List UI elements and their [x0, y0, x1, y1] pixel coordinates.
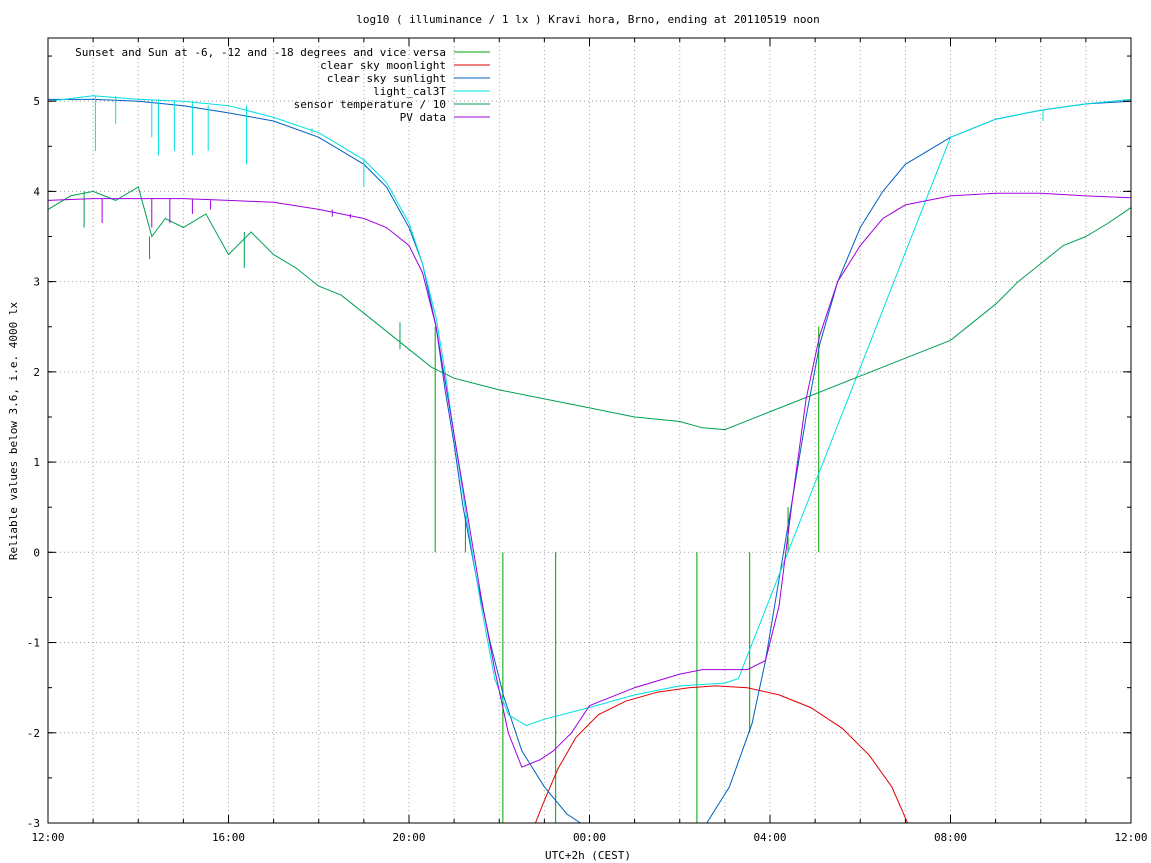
x-axis-label: UTC+2h (CEST) — [545, 849, 631, 862]
series-line — [48, 187, 1131, 430]
y-tick-label: 2 — [33, 366, 40, 379]
series-0 — [435, 327, 819, 823]
x-tick-label: 04:00 — [753, 831, 786, 844]
y-tick-label: 5 — [33, 95, 40, 108]
legend-label: Sunset and Sun at -6, -12 and -18 degree… — [75, 46, 446, 59]
y-tick-label: -2 — [27, 727, 40, 740]
x-tick-label: 12:00 — [31, 831, 64, 844]
legend-label: clear sky moonlight — [320, 59, 446, 72]
y-tick-label: 1 — [33, 456, 40, 469]
axes: 12:00 16:00 20:00 00:00 04:00 08:00 12:00 5 4 3 2 1… — [27, 38, 1148, 844]
series-line — [48, 99, 581, 823]
series-line — [48, 193, 1131, 767]
x-tick-label: 08:00 — [934, 831, 967, 844]
legend-label: PV data — [400, 111, 446, 124]
y-tick-label: 4 — [33, 185, 40, 198]
legend-label: clear sky sunlight — [327, 72, 446, 85]
y-tick-label: 0 — [33, 546, 40, 559]
y-tick-label: -3 — [27, 817, 40, 830]
legend-label: sensor temperature / 10 — [294, 98, 446, 111]
series-4 — [48, 187, 1131, 430]
x-tick-label: 20:00 — [392, 831, 425, 844]
y-tick-label: -1 — [27, 637, 40, 650]
series-layer — [48, 96, 1131, 823]
series-1 — [535, 686, 907, 823]
x-tick-label: 16:00 — [212, 831, 245, 844]
x-tick-label: 12:00 — [1114, 831, 1147, 844]
y-axis-label: Reliable values below 3.6, i.e. 4000 lx — [7, 301, 20, 560]
y-tick-label: 3 — [33, 276, 40, 289]
series-5 — [48, 193, 1131, 767]
legend-label: light_cal3T — [373, 85, 446, 98]
chart-title: log10 ( illuminance / 1 lx ) Kravi hora,… — [356, 13, 820, 26]
series-line — [535, 686, 907, 823]
legend: Sunset and Sun at -6, -12 and -18 degree… — [75, 46, 490, 124]
x-tick-label: 00:00 — [573, 831, 606, 844]
